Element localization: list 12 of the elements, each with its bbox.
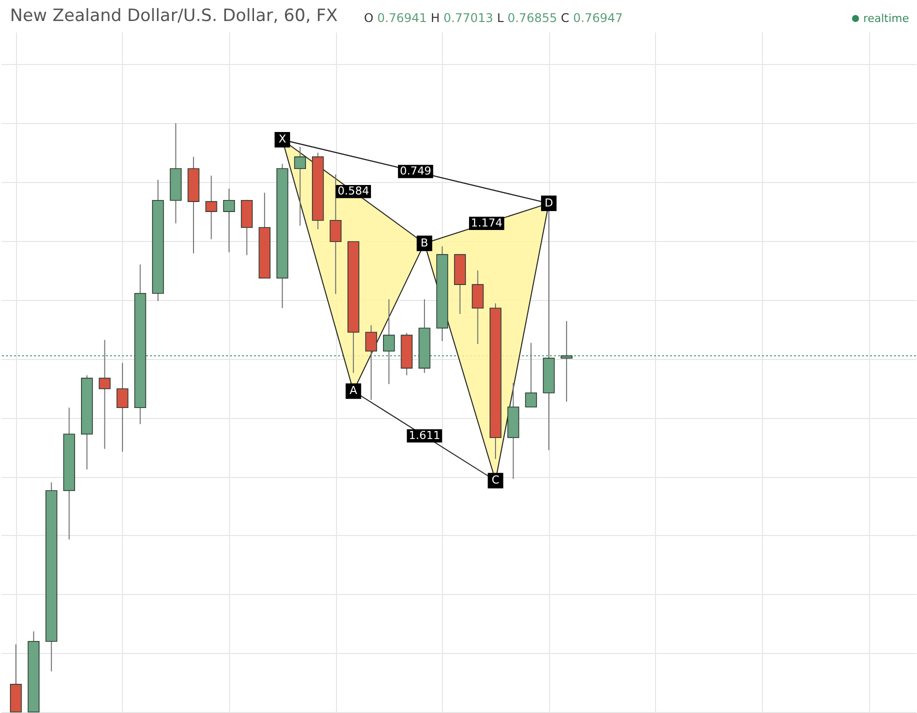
annotation: D — [544, 196, 554, 210]
annotation: B — [420, 236, 428, 250]
text: O 0.76941 H 0.77013 L 0.76855 C 0.76947 — [364, 11, 623, 25]
annotation: A — [350, 384, 358, 398]
chart-title: New Zealand Dollar/U.S. Dollar, 60, FX — [10, 6, 338, 26]
annotation: 0.749 — [400, 164, 432, 178]
annotation: 0.584 — [338, 184, 370, 198]
annotation: X — [278, 132, 287, 146]
annotation: 1.611 — [408, 428, 440, 442]
annotation: 1.174 — [470, 216, 502, 230]
annotation: C — [492, 474, 500, 487]
text: realtime — [862, 12, 909, 25]
